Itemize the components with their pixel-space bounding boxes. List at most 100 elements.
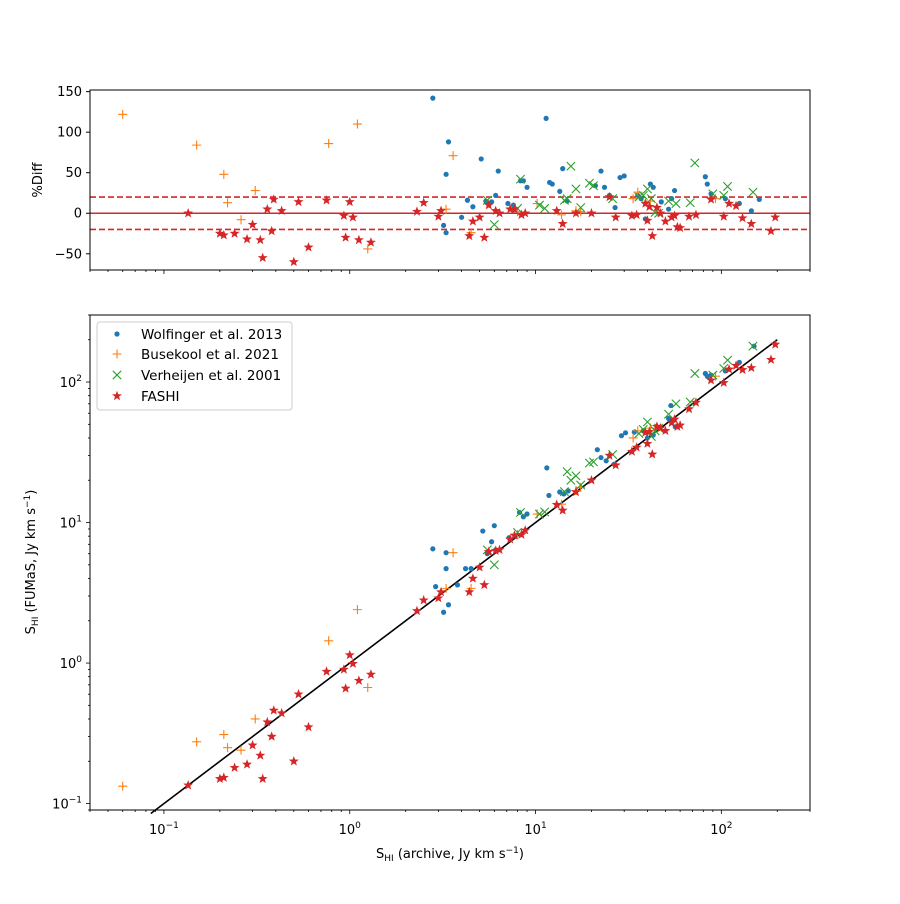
residual-point (467, 216, 478, 226)
comparison-point (505, 534, 516, 544)
comparison-point (214, 773, 225, 784)
residual-point (642, 184, 652, 194)
residual-point (236, 215, 246, 225)
residual-point (520, 208, 531, 218)
comparison-point (276, 707, 287, 718)
residual-point (479, 232, 490, 242)
residual-point (766, 225, 776, 236)
comparison-point (647, 449, 658, 459)
residual-point (562, 194, 572, 204)
residual-point (418, 197, 429, 207)
comparison-point (445, 602, 452, 608)
comparison-point (766, 354, 776, 364)
comparison-y-tick-label: 101 (60, 515, 82, 532)
residual-point (671, 198, 681, 209)
comparison-panel: 10−1 100 101 102 10−1 100 101 102 SHI (archive,… (23, 314, 811, 864)
residual-point (571, 184, 581, 194)
residual-point (464, 197, 471, 203)
legend-entry-wolfinger: Wolfinger et al. 2013 (141, 327, 282, 343)
comparison-point (247, 740, 258, 750)
comparison-point (363, 682, 373, 692)
residual-point (524, 184, 530, 190)
comparison-point (724, 364, 734, 374)
residual-plot-area (90, 90, 810, 270)
legend-entry-verheijen: Verheijen et al. 2001 (141, 368, 281, 384)
comparison-point (626, 446, 637, 456)
residual-point (347, 212, 358, 222)
legend: Wolfinger et al. 2013 Busekool et al. 20… (96, 321, 293, 411)
residual-point (731, 200, 742, 211)
comparison-point (520, 514, 526, 520)
comparison-point (603, 458, 609, 464)
comparison-point (418, 595, 429, 605)
comparison-y-axis-label: SHI (FUMaS, Jy km s−1) (23, 490, 41, 635)
residual-point (586, 208, 597, 218)
comparison-axes-frame (89, 314, 811, 811)
comparison-point (534, 509, 545, 519)
comparison-point (344, 649, 355, 660)
residual-point (722, 196, 728, 202)
comparison-point (441, 609, 447, 615)
comparison-point (622, 430, 629, 436)
residual-point (642, 215, 653, 225)
comparison-point (353, 675, 364, 685)
comparison-point (576, 480, 586, 490)
comparison-point (571, 471, 581, 481)
comparison-point (685, 397, 695, 407)
residual-point (718, 211, 729, 221)
residual-point (708, 189, 718, 199)
residual-point (255, 234, 266, 245)
comparison-series-star (183, 339, 781, 790)
residual-point (748, 208, 754, 214)
comparison-x-tick-label: 10−1 (149, 821, 179, 838)
comparison-point (655, 422, 666, 433)
residual-point (631, 209, 642, 220)
residual-point (660, 216, 671, 226)
comparison-points (118, 339, 781, 791)
comparison-point (443, 550, 449, 556)
residual-point (118, 109, 128, 119)
comparison-point (684, 403, 694, 414)
residual-point (748, 187, 758, 197)
residual-point (505, 203, 516, 214)
comparison-point (737, 364, 748, 375)
residual-point (646, 194, 656, 204)
comparison-point (633, 426, 643, 436)
legend-marker-dot (114, 331, 120, 337)
residual-point (644, 201, 655, 211)
comparison-point (515, 507, 526, 518)
comparison-point (631, 442, 642, 452)
legend-marker-plus (112, 349, 122, 359)
comparison-point (250, 714, 260, 724)
legend-entry-fashi: FASHI (141, 389, 179, 405)
residual-series-star (183, 191, 781, 267)
comparison-point (483, 546, 494, 556)
comparison-point (183, 780, 194, 790)
residual-point (702, 174, 708, 180)
comparison-point (454, 582, 461, 588)
residual-reference-lines (90, 196, 810, 231)
residual-point (242, 233, 252, 244)
comparison-point (491, 523, 497, 529)
residual-point (183, 208, 194, 218)
residual-series-x (482, 158, 758, 230)
residual-point (610, 212, 621, 222)
comparison-point (598, 454, 604, 461)
residual-point (684, 211, 694, 221)
residual-point (509, 203, 520, 214)
comparison-point (751, 343, 757, 349)
comparison-point (559, 487, 569, 497)
residual-point (412, 206, 422, 216)
residual-point (459, 214, 465, 220)
comparison-x-tick-label: 101 (524, 821, 546, 838)
residual-point (266, 225, 277, 236)
comparison-point (340, 683, 351, 693)
residual-point (666, 212, 677, 222)
residual-y-tick-label: 50 (65, 166, 82, 181)
residual-point (604, 191, 615, 202)
residual-point (617, 174, 623, 181)
comparison-point (540, 507, 550, 517)
comparison-point (524, 511, 530, 517)
residual-series-plus (118, 109, 720, 254)
